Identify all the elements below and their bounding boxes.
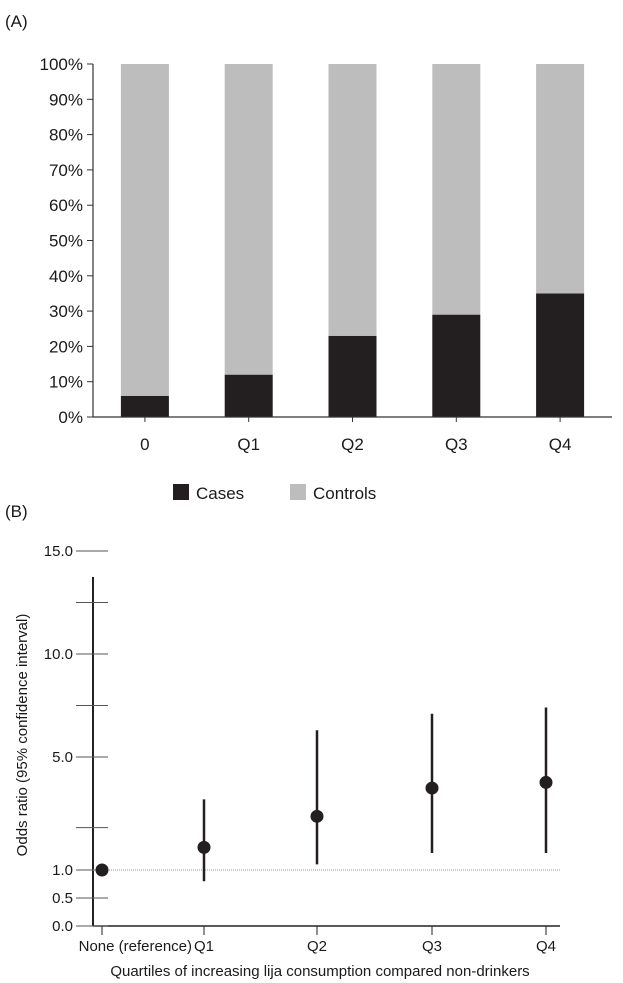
- panel-b: (B) Odds ratio (95% confidence interval)…: [5, 502, 560, 980]
- y-tick-label: 30%: [49, 302, 83, 321]
- y-tick-label: 1.0: [52, 862, 73, 879]
- bar-controls-q3: [432, 64, 481, 315]
- bar-controls-q1: [224, 64, 273, 375]
- panel-b-label: (B): [5, 502, 28, 521]
- panel-a: (A) 0% 10% 20% 30% 40% 50% 60% 70% 80% 90% 100% 0 Q…: [5, 12, 612, 503]
- x-tick-label: Q4: [549, 435, 572, 454]
- y-tick-label: 100%: [40, 55, 83, 74]
- legend-swatch-cases: [173, 484, 189, 500]
- legend-label-controls: Controls: [313, 484, 376, 503]
- x-tick-label: Q3: [445, 435, 468, 454]
- panel-b-points: [95, 707, 553, 882]
- legend-swatch-controls: [290, 484, 306, 500]
- bar-controls-0: [120, 64, 169, 396]
- y-tick-label: 10%: [49, 373, 83, 392]
- y-tick-label: 0%: [58, 408, 83, 427]
- y-tick-label: 60%: [49, 196, 83, 215]
- bar-cases-q4: [536, 293, 585, 417]
- x-tick-label: None (reference): [79, 938, 192, 955]
- panel-a-label: (A): [5, 12, 28, 31]
- x-tick-label: 0: [140, 435, 149, 454]
- bar-cases-q3: [432, 314, 481, 417]
- odds-ratio-point-2: [310, 809, 324, 823]
- bar-cases-q2: [328, 335, 377, 417]
- odds-ratio-point-4: [539, 775, 553, 789]
- panel-a-bars: [120, 64, 585, 417]
- y-tick-label: 90%: [49, 90, 83, 109]
- panel-a-x-tick-labels: 0 Q1 Q2 Q3 Q4: [140, 417, 571, 454]
- bar-controls-q4: [536, 64, 585, 294]
- y-tick-label: 5.0: [52, 749, 73, 766]
- bar-controls-q2: [328, 64, 377, 336]
- panel-a-y-ticks: 0% 10% 20% 30% 40% 50% 60% 70% 80% 90% 100%: [40, 55, 93, 427]
- bar-cases-0: [120, 395, 169, 417]
- y-tick-label: 20%: [49, 337, 83, 356]
- x-tick-label: Q1: [237, 435, 260, 454]
- panel-b-x-axis-label: Quartiles of increasing lija consumption…: [110, 963, 529, 980]
- odds-ratio-point-0: [95, 863, 109, 877]
- panel-b-y-ticks: 0.0 0.5 1.0 5.0 10.0 15.0: [44, 543, 108, 935]
- x-tick-label: Q4: [536, 938, 556, 955]
- y-tick-label: 0.0: [52, 918, 73, 935]
- panel-b-x-tick-labels: None (reference) Q1 Q2 Q3 Q4: [79, 926, 556, 955]
- y-tick-label: 15.0: [44, 543, 73, 560]
- panel-b-axes: [92, 577, 560, 927]
- x-tick-label: Q1: [194, 938, 214, 955]
- legend-label-cases: Cases: [196, 484, 244, 503]
- y-tick-label: 10.0: [44, 646, 73, 663]
- x-tick-label: Q3: [422, 938, 442, 955]
- y-tick-label: 50%: [49, 232, 83, 251]
- odds-ratio-point-1: [197, 840, 211, 854]
- y-tick-label: 70%: [49, 161, 83, 180]
- panel-b-y-axis-label: Odds ratio (95% confidence interval): [14, 614, 31, 857]
- y-tick-label: 0.5: [52, 890, 73, 907]
- panel-a-legend: Cases Controls: [173, 484, 376, 503]
- x-tick-label: Q2: [307, 938, 327, 955]
- odds-ratio-point-3: [425, 781, 439, 795]
- x-tick-label: Q2: [341, 435, 364, 454]
- y-tick-label: 80%: [49, 126, 83, 145]
- y-tick-label: 40%: [49, 267, 83, 286]
- bar-cases-q1: [224, 374, 273, 417]
